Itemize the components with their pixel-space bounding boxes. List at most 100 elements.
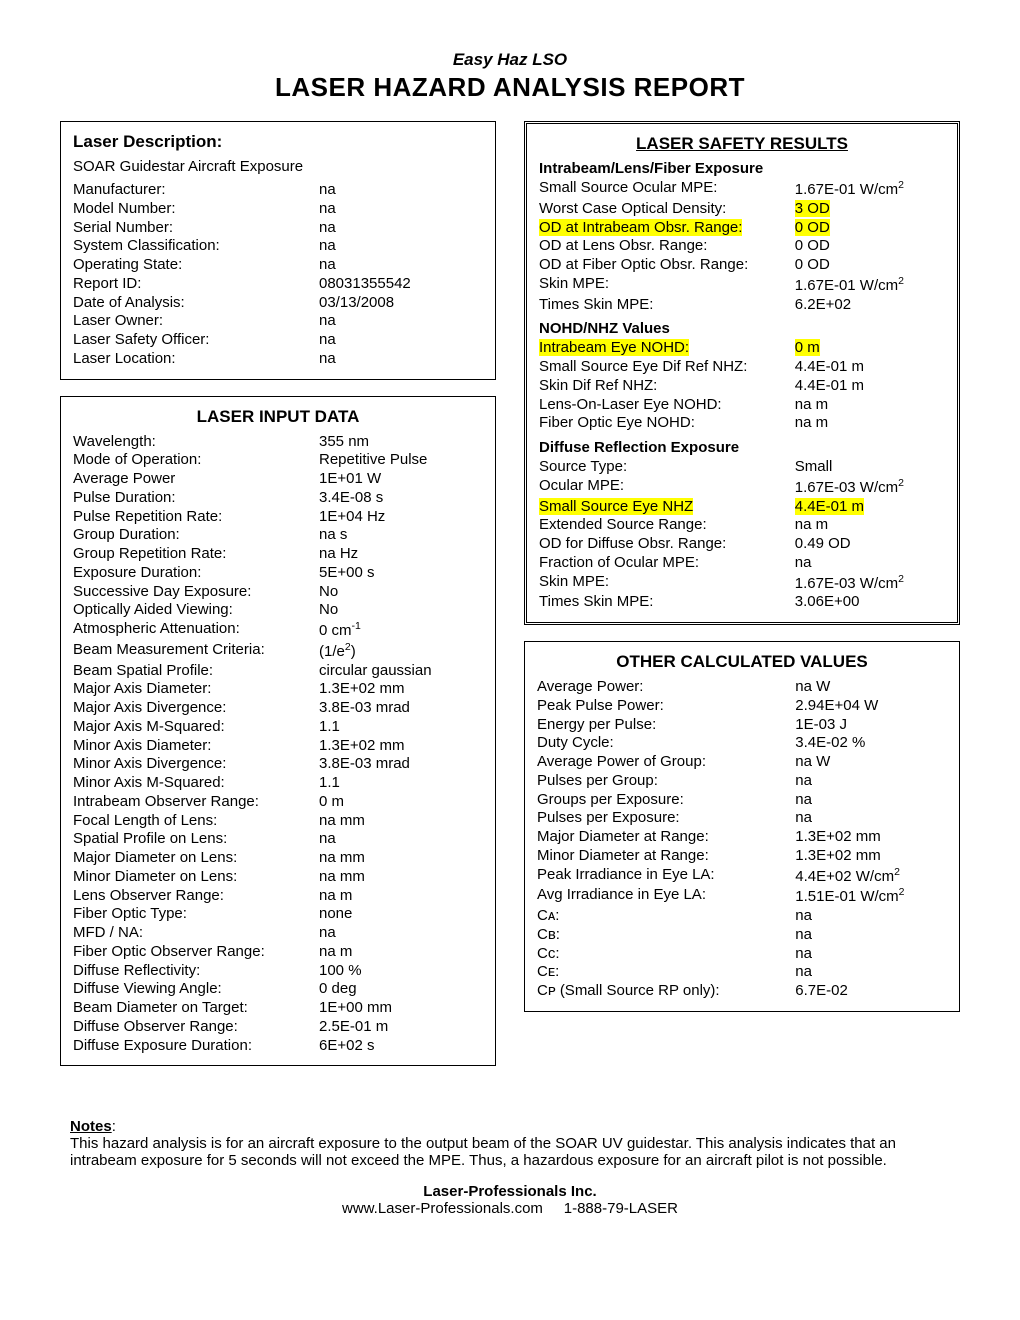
data-row: Source Type:Small: [539, 458, 945, 477]
row-label: Minor Axis M-Squared:: [73, 774, 319, 793]
data-row: Peak Pulse Power:2.94E+04 W: [537, 697, 947, 716]
row-label: Beam Spatial Profile:: [73, 662, 319, 681]
row-label: Skin MPE:: [539, 573, 795, 594]
data-row: Major Axis Diameter:1.3E+02 mm: [73, 680, 483, 699]
row-value: na: [319, 256, 483, 275]
data-row: Diffuse Exposure Duration:6E+02 s: [73, 1037, 483, 1056]
data-row: MFD / NA:na: [73, 924, 483, 943]
data-row: Average Power:na W: [537, 678, 947, 697]
row-label: Small Source Ocular MPE:: [539, 179, 795, 200]
row-label: OD at Lens Obsr. Range:: [539, 237, 795, 256]
row-label: Atmospheric Attenuation:: [73, 620, 319, 641]
row-value: na: [795, 809, 947, 828]
data-row: Fiber Optic Type:none: [73, 905, 483, 924]
data-row: Serial Number:na: [73, 219, 483, 238]
data-row: Average Power1E+01 W: [73, 470, 483, 489]
row-label: Group Duration:: [73, 526, 319, 545]
row-value: 0 OD: [795, 237, 945, 256]
row-value: 0 m: [319, 793, 483, 812]
row-value: 4.4E-01 m: [795, 377, 945, 396]
report-page: Easy Haz LSO LASER HAZARD ANALYSIS REPOR…: [0, 0, 1020, 1247]
row-label: Pulses per Group:: [537, 772, 795, 791]
row-value: 1.67E-03 W/cm2: [795, 477, 945, 498]
row-value: 1.3E+02 mm: [795, 828, 947, 847]
row-value: 1.67E-01 W/cm2: [795, 275, 945, 296]
data-row: Peak Irradiance in Eye LA:4.4E+02 W/cm2: [537, 866, 947, 887]
data-row: Worst Case Optical Density:3 OD: [539, 200, 945, 219]
row-value: na: [795, 907, 947, 926]
row-value: 2.94E+04 W: [795, 697, 947, 716]
data-row: Manufacturer:na: [73, 181, 483, 200]
row-label: Exposure Duration:: [73, 564, 319, 583]
data-row: Model Number:na: [73, 200, 483, 219]
row-label: Major Axis M-Squared:: [73, 718, 319, 737]
row-label: Manufacturer:: [73, 181, 319, 200]
desc-heading: Laser Description:: [73, 132, 483, 152]
data-row: Pulse Duration:3.4E-08 s: [73, 489, 483, 508]
data-row: Small Source Ocular MPE:1.67E-01 W/cm2: [539, 179, 945, 200]
row-value: 1.67E-03 W/cm2: [795, 573, 945, 594]
data-row: Exposure Duration:5E+00 s: [73, 564, 483, 583]
row-value: 1.3E+02 mm: [319, 737, 483, 756]
row-label: Peak Pulse Power:: [537, 697, 795, 716]
row-label: Source Type:: [539, 458, 795, 477]
row-value: na m: [795, 414, 945, 433]
row-label: Diffuse Exposure Duration:: [73, 1037, 319, 1056]
row-value: 0 OD: [795, 256, 945, 275]
notes-body: This hazard analysis is for an aircraft …: [70, 1135, 950, 1169]
row-label: Extended Source Range:: [539, 516, 795, 535]
row-value: na: [795, 945, 947, 964]
row-value: 1.67E-01 W/cm2: [795, 179, 945, 200]
row-value: na: [319, 237, 483, 256]
data-row: Groups per Exposure:na: [537, 791, 947, 810]
row-label: Fraction of Ocular MPE:: [539, 554, 795, 573]
row-value: na m: [795, 396, 945, 415]
data-row: Avg Irradiance in Eye LA:1.51E-01 W/cm2: [537, 886, 947, 907]
row-value: Small: [795, 458, 945, 477]
notes-section: Notes: This hazard analysis is for an ai…: [60, 1118, 960, 1169]
row-label: Lens-On-Laser Eye NOHD:: [539, 396, 795, 415]
row-value: 1E+04 Hz: [319, 508, 483, 527]
report-title: LASER HAZARD ANALYSIS REPORT: [60, 72, 960, 103]
row-value: na mm: [319, 812, 483, 831]
row-value: 6.2E+02: [795, 296, 945, 315]
data-row: OD for Diffuse Obsr. Range:0.49 OD: [539, 535, 945, 554]
row-label: Minor Diameter at Range:: [537, 847, 795, 866]
data-row: Date of Analysis:03/13/2008: [73, 294, 483, 313]
report-subtitle: Easy Haz LSO: [60, 50, 960, 70]
row-label: Focal Length of Lens:: [73, 812, 319, 831]
row-value: 1.3E+02 mm: [795, 847, 947, 866]
row-label: Laser Location:: [73, 350, 319, 369]
report-header: Easy Haz LSO LASER HAZARD ANALYSIS REPOR…: [60, 50, 960, 103]
row-value: na: [319, 331, 483, 350]
row-label: Small Source Eye Dif Ref NHZ:: [539, 358, 795, 377]
row-label: Major Axis Diameter:: [73, 680, 319, 699]
row-value: 100 %: [319, 962, 483, 981]
row-value: na: [319, 830, 483, 849]
row-label: Diffuse Reflectivity:: [73, 962, 319, 981]
data-row: Beam Measurement Criteria:(1/e2): [73, 641, 483, 662]
data-row: Minor Axis M-Squared:1.1: [73, 774, 483, 793]
row-label: Small Source Eye NHZ: [539, 498, 795, 517]
row-label: Skin Dif Ref NHZ:: [539, 377, 795, 396]
row-label: Lens Observer Range:: [73, 887, 319, 906]
safety-rows-2: Intrabeam Eye NOHD:0 mSmall Source Eye D…: [539, 339, 945, 433]
row-value: na W: [795, 753, 947, 772]
row-label: Laser Owner:: [73, 312, 319, 331]
row-value: circular gaussian: [319, 662, 483, 681]
row-value: 3.06E+00: [795, 593, 945, 612]
row-label: Spatial Profile on Lens:: [73, 830, 319, 849]
row-value: na: [319, 200, 483, 219]
data-row: Lens-On-Laser Eye NOHD:na m: [539, 396, 945, 415]
row-label: Serial Number:: [73, 219, 319, 238]
data-row: OD at Intrabeam Obsr. Range:0 OD: [539, 219, 945, 238]
row-label: System Classification:: [73, 237, 319, 256]
data-row: Major Diameter on Lens:na mm: [73, 849, 483, 868]
row-value: 0 m: [795, 339, 945, 358]
row-label: Average Power: [73, 470, 319, 489]
row-label: Average Power of Group:: [537, 753, 795, 772]
row-label: Times Skin MPE:: [539, 296, 795, 315]
row-label: MFD / NA:: [73, 924, 319, 943]
row-value: na: [319, 181, 483, 200]
row-value: 3 OD: [795, 200, 945, 219]
